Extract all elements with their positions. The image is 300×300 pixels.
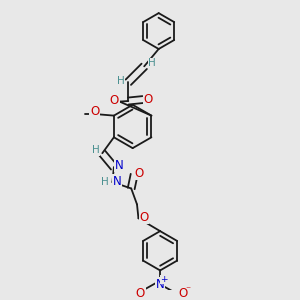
Text: H: H [117, 76, 125, 86]
Text: H: H [101, 176, 109, 187]
Text: O: O [178, 287, 188, 300]
Text: O: O [136, 287, 145, 300]
Text: H: H [148, 58, 156, 68]
Text: N: N [113, 175, 122, 188]
Text: O: O [90, 105, 99, 119]
Text: O: O [140, 211, 149, 224]
Text: O: O [143, 93, 153, 106]
Text: N: N [156, 278, 164, 291]
Text: O: O [134, 167, 144, 180]
Text: O: O [110, 94, 119, 107]
Text: ⁻: ⁻ [186, 285, 191, 295]
Text: N: N [114, 159, 123, 172]
Text: +: + [160, 275, 168, 284]
Text: H: H [92, 145, 100, 155]
